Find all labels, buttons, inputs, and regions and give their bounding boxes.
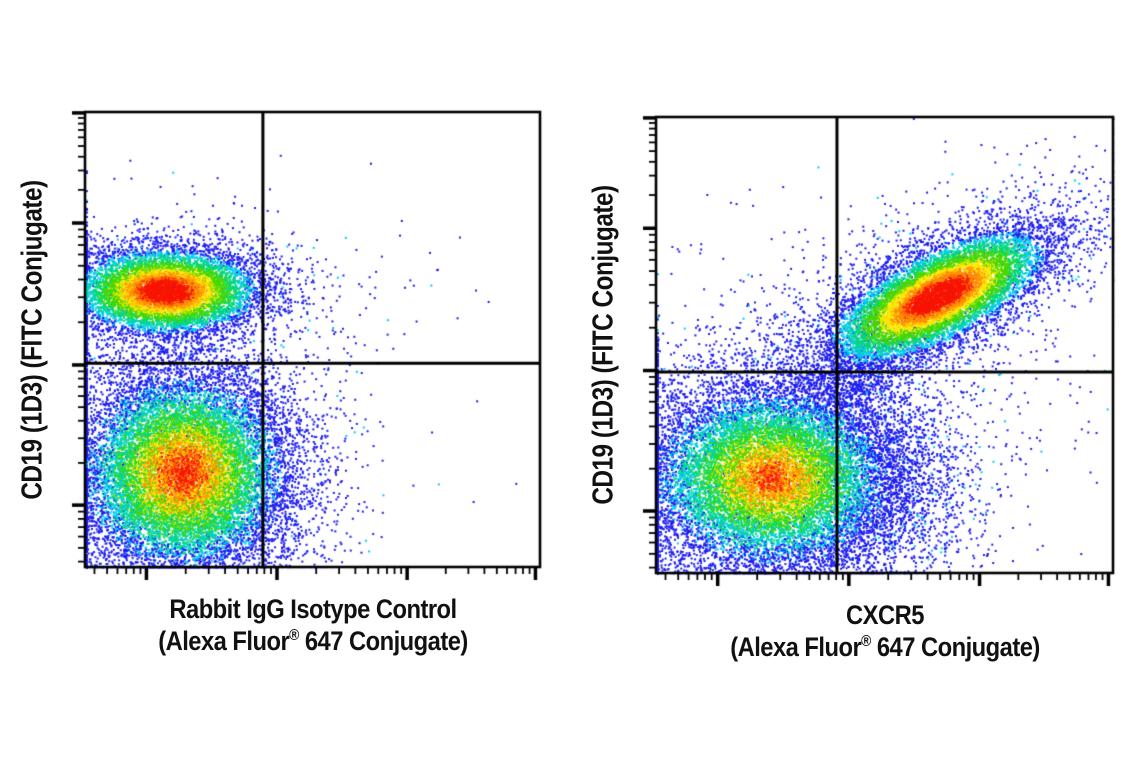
x-axis-label-isotype-line2: (Alexa Fluor® 647 Conjugate) <box>158 625 468 657</box>
x-axis-label-isotype-line2-pre: (Alexa Fluor <box>157 626 289 657</box>
x-axis-label-cxcr5-line2: (Alexa Fluor® 647 Conjugate) <box>730 631 1040 663</box>
dot-plot-isotype-control <box>65 107 545 587</box>
x-axis-label-isotype: Rabbit IgG Isotype Control (Alexa Fluor®… <box>158 593 468 658</box>
registered-trademark-symbol: ® <box>860 633 871 651</box>
x-axis-label-cxcr5-line1: CXCR5 <box>845 600 924 630</box>
x-axis-label-cxcr5-line2-pre: (Alexa Fluor <box>729 632 861 663</box>
y-axis-label-cxcr5: CD19 (1D3) (FITC Conjugate) <box>587 185 620 505</box>
dot-plot-cxcr5 <box>636 112 1118 593</box>
x-axis-label-isotype-line2-post: 647 Conjugate) <box>298 626 468 657</box>
y-axis-label-isotype: CD19 (1D3) (FITC Conjugate) <box>16 179 49 500</box>
registered-trademark-symbol: ® <box>288 627 299 645</box>
x-axis-label-cxcr5: CXCR5 (Alexa Fluor® 647 Conjugate) <box>730 599 1040 664</box>
x-axis-label-isotype-line1: Rabbit IgG Isotype Control <box>168 594 457 624</box>
x-axis-label-cxcr5-line2-post: 647 Conjugate) <box>870 632 1040 663</box>
